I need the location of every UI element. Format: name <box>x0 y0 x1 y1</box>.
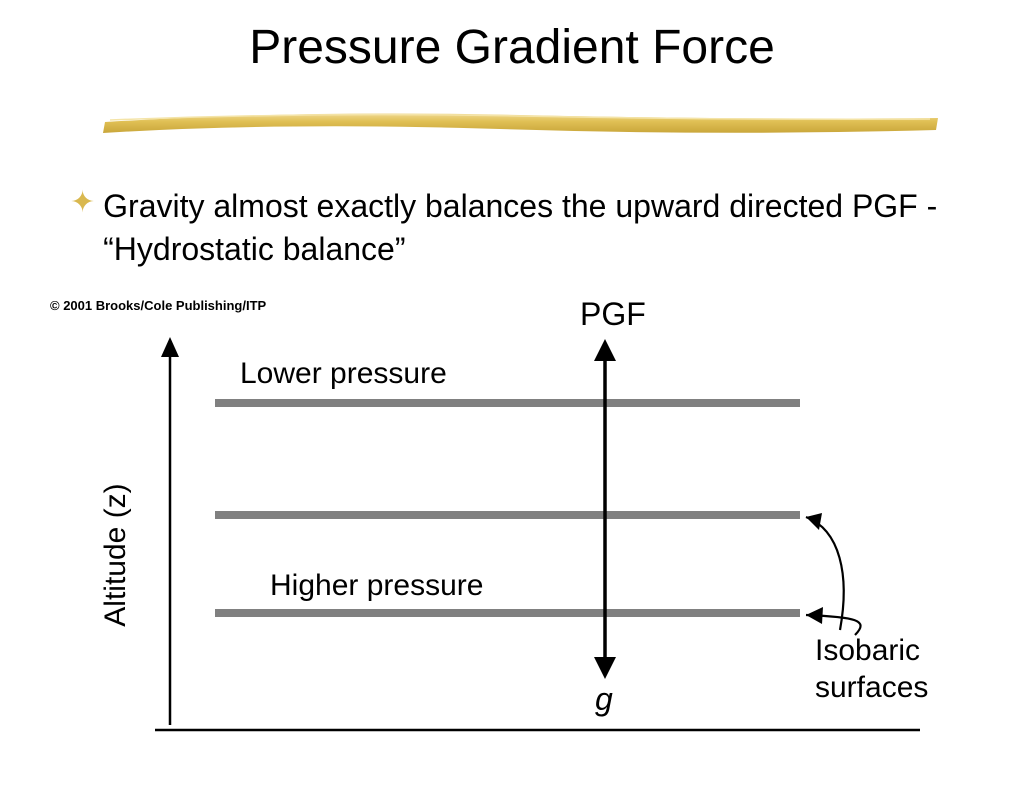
slide-title: Pressure Gradient Force <box>0 20 1024 75</box>
y-axis-label: Altitude (z) <box>99 483 132 626</box>
isobaric-label-1: Isobaric <box>815 634 920 667</box>
lower-pressure-label: Lower pressure <box>240 357 447 390</box>
higher-pressure-label: Higher pressure <box>270 569 483 602</box>
isobaric-label-2: surfaces <box>815 671 928 704</box>
isobaric-pointer-curves <box>806 513 861 635</box>
hydrostatic-diagram: Altitude (z) Lower pressure Higher press… <box>40 295 1000 775</box>
bullet-text: Gravity almost exactly balances the upwa… <box>103 185 953 271</box>
y-axis-arrow <box>161 337 179 725</box>
g-label: g <box>595 681 613 717</box>
pgf-label: PGF <box>580 296 646 332</box>
title-underline-swoosh <box>100 108 940 138</box>
force-arrow <box>594 339 616 679</box>
bullet-icon: ✦ <box>70 185 95 221</box>
bullet-item: ✦ Gravity almost exactly balances the up… <box>70 185 953 271</box>
